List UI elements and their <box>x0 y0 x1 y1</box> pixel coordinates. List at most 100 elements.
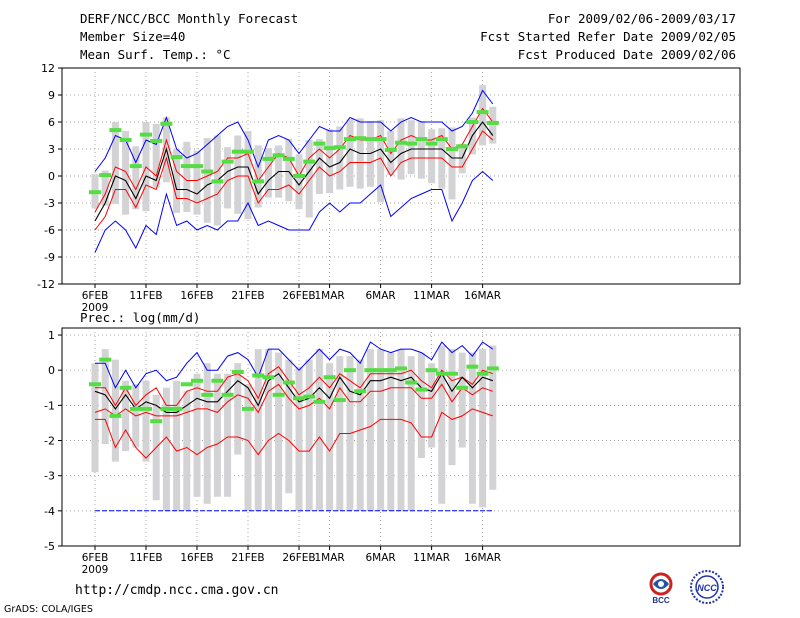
temp-observed-mark <box>89 190 101 195</box>
grads-credit: GrADS: COLA/IGES <box>4 604 93 615</box>
prec-xtick-label: 26FEB <box>282 552 315 564</box>
temp-ytick-label: 6 <box>48 116 55 129</box>
temp-xtick-label: 1MAR <box>314 290 344 302</box>
temp-observed-mark <box>374 137 387 142</box>
temp-observed-mark <box>129 164 142 169</box>
temp-observed-mark <box>150 138 163 143</box>
variable-label: Mean Surf. Temp.: °C <box>80 47 231 62</box>
temp-range-bar <box>101 170 109 206</box>
temp-range-bar <box>152 123 160 188</box>
prec-range-bar <box>417 352 425 459</box>
temp-range-bar <box>336 126 344 190</box>
prec-range-bar <box>458 352 466 448</box>
temp-range-bar <box>295 154 303 210</box>
temp-observed-mark <box>140 132 152 137</box>
temp-observed-mark <box>303 159 316 164</box>
prec-observed-mark <box>170 406 183 411</box>
prec-observed-mark <box>364 368 377 373</box>
prec-observed-mark <box>293 396 305 401</box>
prec-range-bar <box>173 380 181 511</box>
prec-observed-mark <box>344 368 356 373</box>
prec-range-bar <box>122 380 130 452</box>
prec-ytick-label: -4 <box>44 505 55 518</box>
temp-xtick-label: 26FEB <box>282 290 315 302</box>
forecast-period: For 2009/02/06-2009/03/17 <box>547 11 736 26</box>
temp-observed-mark <box>333 145 346 150</box>
temp-observed-mark <box>384 147 397 152</box>
prec-observed-mark <box>486 366 499 371</box>
temp-observed-mark <box>456 144 469 149</box>
prec-range-bar <box>397 349 405 511</box>
temp-observed-mark <box>99 173 112 178</box>
temp-observed-mark <box>476 110 489 115</box>
prec-range-bar <box>387 352 395 511</box>
temp-observed-mark <box>486 120 499 125</box>
prec-upper-line <box>95 366 493 407</box>
temp-observed-mark <box>109 128 122 133</box>
temp-observed-mark <box>395 140 407 145</box>
prec-observed-mark <box>119 385 132 390</box>
prec-observed-mark <box>211 378 224 383</box>
temp-range-bar <box>173 149 181 213</box>
source-url[interactable]: http://cmdp.ncc.cma.gov.cn <box>75 583 279 598</box>
temp-range-bar <box>326 129 334 194</box>
prec-observed-mark <box>384 368 397 373</box>
prec-max-line <box>95 341 494 389</box>
member-size: Member Size=40 <box>80 29 186 44</box>
prec-range-bar <box>295 366 303 511</box>
prec-xtick-label: 21FEB <box>231 552 264 564</box>
prec-observed-mark <box>282 380 295 385</box>
prec-observed-mark <box>99 357 112 362</box>
temp-range-bar <box>132 146 140 210</box>
temp-range-bar <box>254 145 262 208</box>
prec-observed-mark <box>374 368 387 373</box>
prec-observed-mark <box>466 364 479 369</box>
temp-range-bar <box>397 118 405 180</box>
fcst-started-date: Fcst Started Refer Date 2009/02/05 <box>480 29 736 44</box>
temp-observed-mark <box>191 164 203 169</box>
prec-observed-mark <box>303 394 316 399</box>
temp-year-label: 2009 <box>82 302 109 314</box>
prec-range-bar <box>91 363 99 473</box>
prec-ytick-label: 1 <box>48 329 55 342</box>
temp-observed-mark <box>252 179 265 184</box>
prec-xtick-label: 6MAR <box>365 552 395 564</box>
chart-title: DERF/NCC/BCC Monthly Forecast <box>80 11 299 26</box>
prec-observed-mark <box>129 406 142 411</box>
prec-observed-mark <box>476 371 489 376</box>
temp-range-bar <box>264 148 272 198</box>
prec-ytick-label: -1 <box>44 399 55 412</box>
temp-range-bar <box>428 129 436 184</box>
temp-xtick-label: 11FEB <box>129 290 162 302</box>
prec-observed-mark <box>140 406 152 411</box>
prec-ytick-label: -3 <box>44 470 55 483</box>
temp-xtick-label: 16MAR <box>464 290 501 302</box>
temp-ytick-label: -3 <box>44 197 55 210</box>
prec-xtick-label: 11FEB <box>129 552 162 564</box>
prec-observed-mark <box>252 373 265 378</box>
prec-observed-mark <box>333 398 346 403</box>
temp-observed-mark <box>313 141 326 146</box>
prec-observed-mark <box>446 371 458 376</box>
temp-range-bar <box>417 121 425 179</box>
prec-observed-mark <box>221 392 234 397</box>
temp-xtick-label: 6FEB <box>82 290 109 302</box>
temp-observed-mark <box>293 174 305 178</box>
prec-range-bar <box>213 373 221 497</box>
prec-range-bar <box>193 373 201 497</box>
prec-observed-mark <box>425 368 438 373</box>
temp-ytick-label: -12 <box>37 278 55 291</box>
temp-range-bar <box>234 135 242 214</box>
prec-range-bar <box>142 380 150 462</box>
temp-range-bar <box>489 106 497 144</box>
prec-range-bar <box>438 345 446 504</box>
prec-lowest-line <box>95 408 493 459</box>
prec-range-bar <box>468 352 476 504</box>
temp-max-line <box>94 89 494 172</box>
prec-range-bar <box>326 363 334 511</box>
temp-range-bar <box>479 85 487 146</box>
svg-text:NCC: NCC <box>697 583 717 593</box>
temp-ytick-label: -6 <box>44 224 55 237</box>
